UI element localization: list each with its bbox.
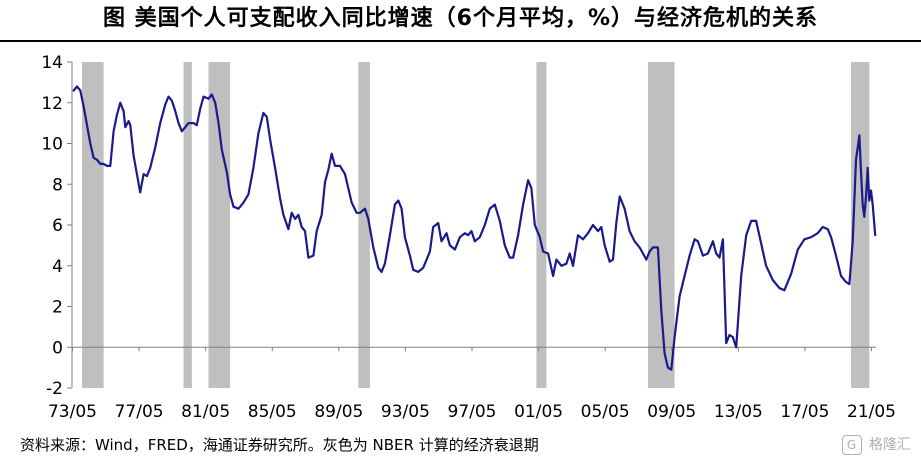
recession-band (183, 62, 192, 388)
y-tick-label: -2 (46, 379, 63, 399)
chart-title: 图 美国个人可支配收入同比增速（6个月平均，%）与经济危机的关系 (102, 6, 818, 31)
y-tick-label: 2 (52, 298, 63, 318)
recession-band (208, 62, 231, 388)
source-note: 资料来源：Wind，FRED，海通证券研究所。灰色为 NBER 计算的经济衰退期 (20, 436, 539, 454)
x-tick-label: 13/05 (714, 402, 763, 422)
recession-bands (81, 62, 870, 388)
series-line (72, 85, 877, 371)
x-tick-label: 73/05 (48, 402, 97, 422)
series (72, 85, 877, 371)
x-tick-label: 21/05 (847, 402, 896, 422)
y-tick-label: 0 (52, 338, 63, 358)
y-tick-label: 4 (52, 257, 63, 277)
watermark-logo-icon: G (841, 435, 862, 455)
x-tick-label: 97/05 (448, 402, 497, 422)
y-tick-label: 6 (52, 216, 63, 236)
y-tick-label: 8 (52, 175, 63, 195)
watermark-text: 格隆汇 (869, 437, 911, 453)
recession-band (81, 62, 104, 388)
x-tick-label: 93/05 (381, 402, 430, 422)
x-tick-label: 05/05 (581, 402, 630, 422)
x-tick-label: 85/05 (248, 402, 297, 422)
title-divider (0, 40, 921, 42)
y-tick-label: 10 (41, 135, 63, 155)
recession-band (358, 62, 370, 388)
x-tick-label: 17/05 (780, 402, 829, 422)
x-tick-label: 77/05 (115, 402, 164, 422)
watermark: G 格隆汇 (841, 434, 911, 456)
x-tick-label: 89/05 (314, 402, 363, 422)
x-axis: 73/05 77/05 81/05 85/05 89/05 93/05 97/05 01/05… (48, 346, 896, 422)
y-tick-label: 12 (41, 94, 63, 114)
recession-band (647, 62, 675, 388)
x-tick-label: 01/05 (514, 402, 563, 422)
x-tick-label: 81/05 (181, 402, 230, 422)
recession-band (851, 62, 870, 388)
y-axis: -2 0 2 4 6 8 10 12 14 (41, 53, 73, 399)
x-tick-label: 09/05 (647, 402, 696, 422)
recession-band (536, 62, 547, 388)
y-tick-label: 14 (41, 53, 63, 73)
line-chart: -2 0 2 4 6 8 10 12 14 73/05 77/05 81/05 85/05 89/05 9… (41, 53, 896, 422)
